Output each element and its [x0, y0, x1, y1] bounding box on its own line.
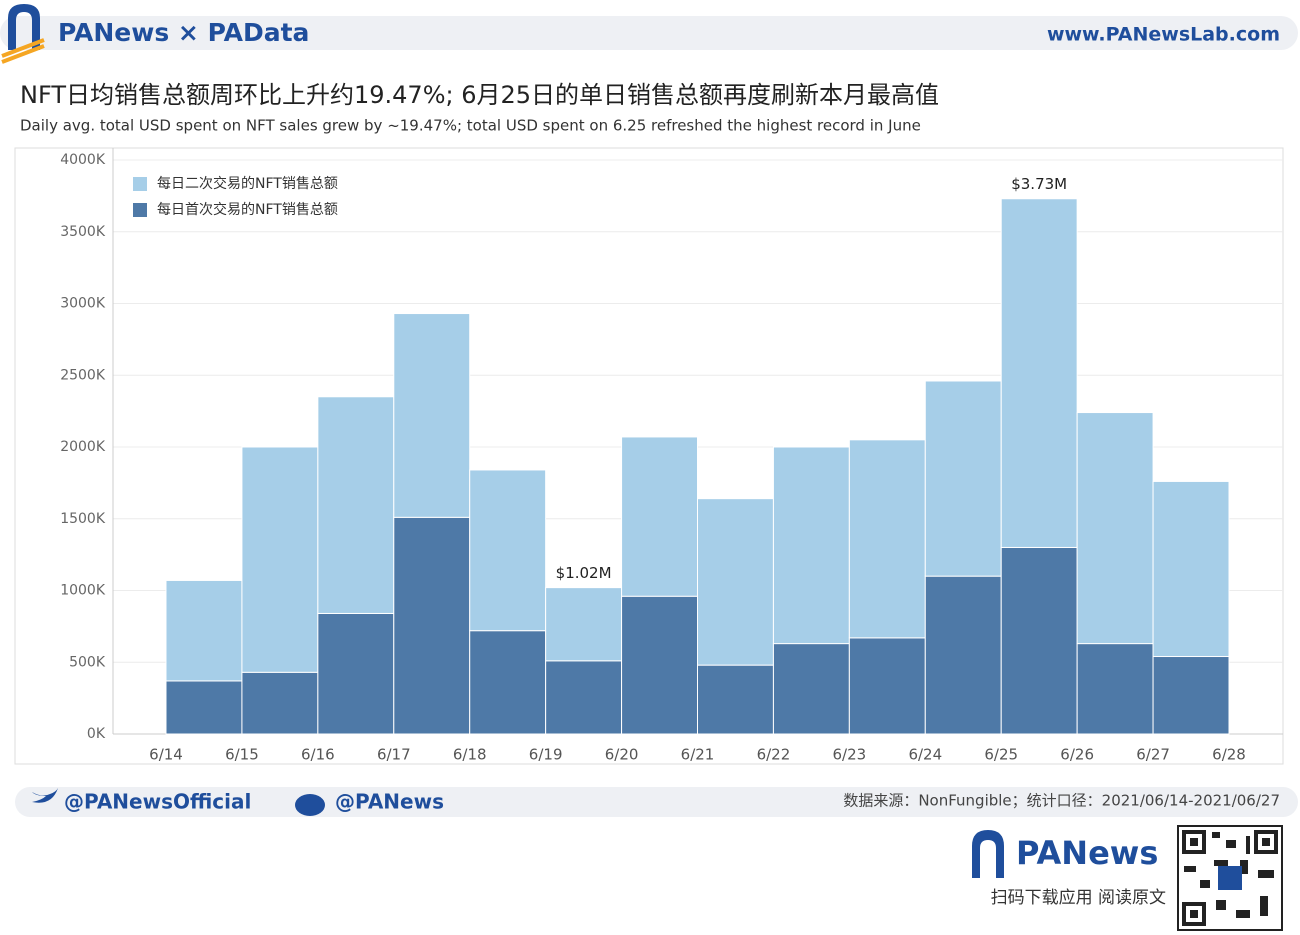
footer-logo-icon — [972, 830, 1004, 878]
x-tick-label: 6/22 — [757, 746, 791, 764]
bar-segment — [545, 587, 623, 662]
x-tick-label: 6/14 — [149, 746, 183, 764]
x-tick-label: 6/27 — [1136, 746, 1170, 764]
bar-segment — [393, 313, 471, 518]
bar-segment — [317, 396, 395, 614]
plot: 0K 500K 1000K 1500K 2000K 2500K 3000K 3500K 4000… — [60, 148, 1283, 764]
footer-logo: PANews — [1016, 834, 1158, 872]
brand: PANews × PAData — [58, 18, 309, 47]
legend-label: 每日首次交易的NFT销售总额 — [157, 201, 338, 218]
bar-segment — [1000, 198, 1078, 548]
y-tick-label: 0K — [87, 726, 106, 742]
logo-icon — [8, 4, 40, 50]
bar-segment — [1000, 546, 1078, 735]
bar-segment — [621, 595, 698, 735]
x-tick-label: 6/25 — [984, 746, 1018, 764]
bar-segment — [165, 579, 243, 682]
bar-segment — [1152, 656, 1230, 735]
bar-segment — [545, 660, 623, 735]
weibo-icon — [295, 794, 325, 816]
frame — [14, 147, 1284, 765]
x-tick-label: 6/24 — [908, 746, 942, 764]
bar-segment — [924, 575, 1002, 735]
legend-label: 每日二次交易的NFT销售总额 — [157, 175, 338, 192]
annotation: $1.02M — [556, 564, 612, 582]
bar-segment — [772, 643, 850, 735]
x-tick-label: 6/17 — [377, 746, 411, 764]
source: 数据来源：NonFungible；统计口径：2021/06/14-2021/06… — [843, 792, 1280, 810]
legend-swatch — [133, 177, 147, 191]
y-tick-label: 1500K — [60, 511, 106, 527]
bar-segment — [241, 671, 319, 735]
chart-subtitle: Daily avg. total USD spent on NFT sales … — [20, 117, 921, 135]
bar-segment — [1076, 643, 1154, 735]
bar-segment — [469, 469, 547, 632]
bar-segment — [165, 680, 243, 735]
x-tick-label: 6/16 — [301, 746, 335, 764]
bar-segment — [1076, 412, 1154, 645]
twitter: @PANewsOfficial — [64, 790, 251, 814]
bar-segment — [848, 439, 926, 639]
bar-segment — [393, 516, 471, 735]
y-tick-label: 4000K — [60, 152, 106, 168]
qr-code — [1177, 825, 1283, 931]
y-tick-label: 3500K — [60, 224, 106, 240]
y-tick-label: 2500K — [60, 367, 106, 383]
chart-title: NFT日均销售总额周环比上升约19.47%; 6月25日的单日销售总额再度刷新本… — [20, 81, 939, 109]
x-tick-label: 6/18 — [453, 746, 487, 764]
bar-segment — [772, 446, 850, 645]
x-tick-label: 6/23 — [833, 746, 867, 764]
y-tick-label: 1000K — [60, 583, 106, 599]
bar-segment — [848, 637, 926, 735]
bar-segment — [924, 380, 1002, 577]
bar-segment — [469, 630, 547, 735]
logo-stripes — [1, 38, 45, 64]
x-tick-label: 6/20 — [605, 746, 639, 764]
annotation: $3.73M — [1011, 175, 1067, 193]
x-tick-label: 6/21 — [681, 746, 715, 764]
bar-segment — [317, 612, 395, 735]
bar-segment — [697, 498, 774, 666]
x-tick-label: 6/15 — [225, 746, 259, 764]
weibo: @PANews — [335, 790, 444, 814]
header-bar — [0, 16, 1298, 50]
bar-segment — [1152, 480, 1230, 658]
cta: 扫码下载应用 阅读原文 — [991, 888, 1166, 908]
site: www.PANewsLab.com — [1047, 24, 1280, 46]
footer-bar — [15, 787, 1298, 817]
x-tick-label: 6/28 — [1212, 746, 1246, 764]
legend-swatch — [133, 203, 147, 217]
bar-segment — [241, 446, 319, 673]
y-tick-label: 2000K — [60, 439, 106, 455]
y-tick-label: 3000K — [60, 296, 106, 312]
bar-segment — [697, 664, 774, 735]
y-tick-label: 500K — [69, 654, 106, 670]
twitter-icon — [32, 788, 58, 803]
x-tick-label: 6/19 — [529, 746, 563, 764]
x-tick-label: 6/26 — [1060, 746, 1094, 764]
bar-segment — [621, 436, 698, 597]
